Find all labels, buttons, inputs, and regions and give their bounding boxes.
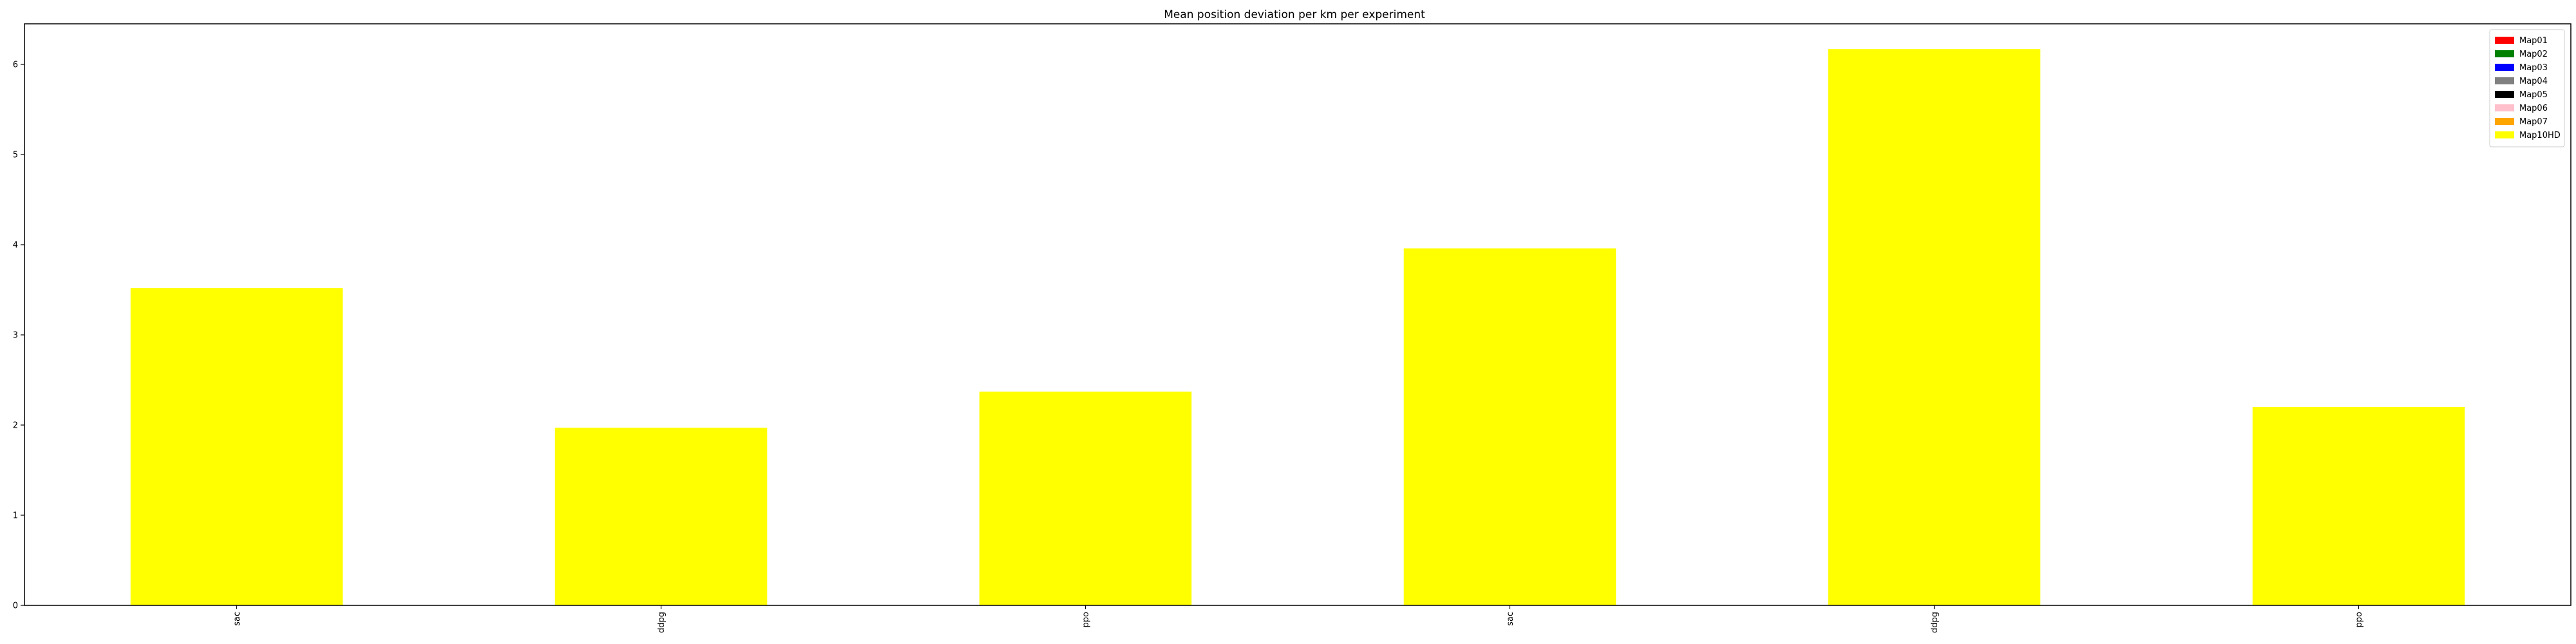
legend-box [2489, 29, 2565, 147]
x-tick-label-ddpg: ddpg [657, 612, 667, 633]
chart-title: Mean position deviation per km per exper… [1164, 8, 1425, 21]
x-tick-label-ppo: ppo [1081, 612, 1091, 628]
legend: Map01 Map02 Map03 Map04 Map05 Map06 Map07 Map10… [2489, 29, 2565, 147]
legend-swatch-map01 [2495, 37, 2514, 44]
legend-label-map03: Map03 [2519, 63, 2548, 73]
legend-label-map01: Map01 [2519, 36, 2548, 46]
bar-sac-4-map10hd [1403, 248, 1616, 606]
legend-swatch-map03 [2495, 64, 2514, 71]
x-tick-label-sac: sac [1506, 612, 1515, 626]
legend-label-map04: Map04 [2519, 77, 2548, 86]
legend-swatch-map06 [2495, 104, 2514, 111]
legend-label-map06: Map06 [2519, 104, 2548, 113]
plot-frame [24, 23, 2571, 606]
x-tick-label-ppo: ppo [2354, 612, 2364, 628]
y-tick-label: 5 [13, 151, 18, 160]
y-tick-label: 3 [13, 331, 18, 341]
x-tick-label-sac: sac [232, 612, 242, 626]
y-tick-label: 1 [13, 511, 18, 521]
legend-label-map10hd: Map10HD [2519, 131, 2561, 140]
x-tick-label-ddpg: ddpg [1930, 612, 1940, 633]
ticks-layer: 0 1 2 3 4 5 6 sac ddpg ppo sac ddpg ppo [13, 61, 2364, 634]
legend-swatch-map04 [2495, 77, 2514, 84]
legend-swatch-map10hd [2495, 131, 2514, 138]
legend-label-map02: Map02 [2519, 50, 2548, 59]
y-tick-label: 6 [13, 61, 18, 70]
bar-ddpg-2-map10hd [554, 428, 768, 605]
bar-ppo-3-map10hd [979, 392, 1192, 605]
bar-sac-1-map10hd [130, 288, 343, 605]
bar-ddpg-5-map10hd [1828, 49, 2041, 605]
legend-swatch-map02 [2495, 50, 2514, 57]
legend-label-map05: Map05 [2519, 90, 2548, 100]
legend-label-map07: Map07 [2519, 117, 2548, 127]
y-tick-label: 0 [13, 601, 18, 611]
legend-swatch-map07 [2495, 118, 2514, 125]
legend-swatch-map05 [2495, 91, 2514, 98]
bar-ppo-6-map10hd [2252, 407, 2465, 605]
bars-layer [130, 49, 2465, 606]
y-tick-label: 2 [13, 421, 18, 431]
y-tick-label: 4 [13, 241, 18, 251]
